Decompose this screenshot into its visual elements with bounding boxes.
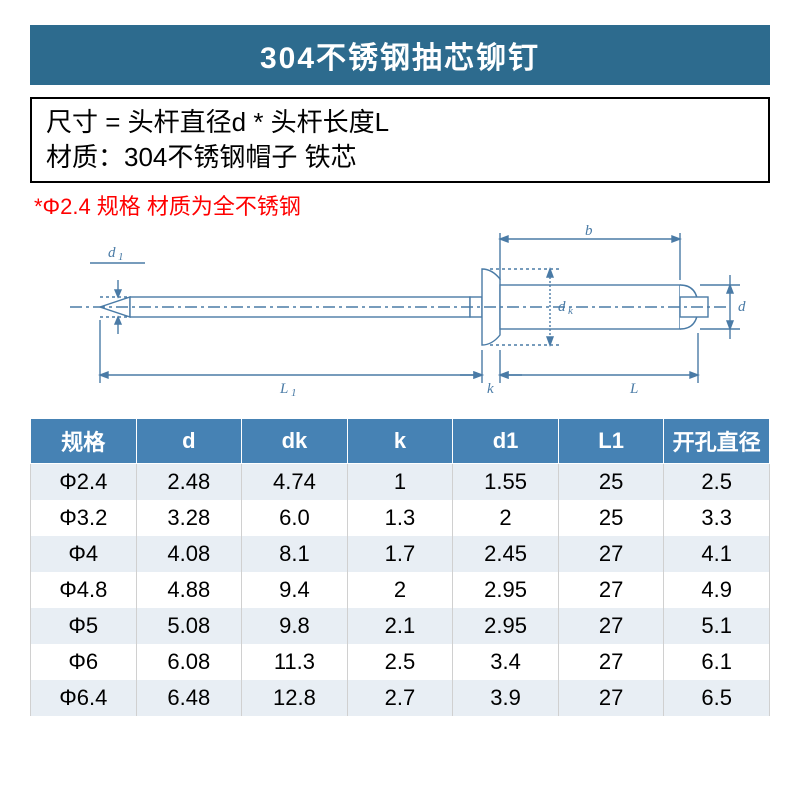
table-cell: 6.08 <box>136 644 242 680</box>
note-text: *Φ2.4 规格 材质为全不锈钢 <box>30 189 770 221</box>
table-row: Φ44.088.11.72.45274.1 <box>31 536 770 572</box>
svg-text:d: d <box>558 299 566 315</box>
table-body: Φ2.42.484.7411.55252.5Φ3.23.286.01.32253… <box>31 464 770 717</box>
table-cell: 6.1 <box>664 644 770 680</box>
table-cell: 27 <box>558 572 664 608</box>
title-bar: 304不锈钢抽芯铆钉 <box>30 25 770 85</box>
table-row: Φ66.0811.32.53.4276.1 <box>31 644 770 680</box>
col-header: dk <box>242 419 348 464</box>
table-cell: Φ6 <box>31 644 137 680</box>
table-cell: 5.08 <box>136 608 242 644</box>
page-container: 304不锈钢抽芯铆钉 尺寸 = 头杆直径d * 头杆长度L 材质：304不锈钢帽… <box>0 0 800 736</box>
table-cell: 25 <box>558 500 664 536</box>
svg-text:1: 1 <box>118 251 124 263</box>
rivet-diagram: d 1 L 1 k <box>30 225 770 400</box>
table-cell: Φ4.8 <box>31 572 137 608</box>
table-cell: 6.5 <box>664 680 770 716</box>
table-row: Φ55.089.82.12.95275.1 <box>31 608 770 644</box>
table-cell: 2 <box>453 500 559 536</box>
info-line-1: 尺寸 = 头杆直径d * 头杆长度L <box>46 105 754 140</box>
table-cell: 3.28 <box>136 500 242 536</box>
table-row: Φ4.84.889.422.95274.9 <box>31 572 770 608</box>
spec-table: 规格ddkkd1L1开孔直径 Φ2.42.484.7411.55252.5Φ3.… <box>30 418 770 716</box>
table-header: 规格ddkkd1L1开孔直径 <box>31 419 770 464</box>
table-cell: 2 <box>347 572 453 608</box>
table-cell: 11.3 <box>242 644 348 680</box>
table-cell: 2.48 <box>136 464 242 501</box>
table-cell: Φ4 <box>31 536 137 572</box>
table-cell: 8.1 <box>242 536 348 572</box>
table-cell: 4.9 <box>664 572 770 608</box>
table-cell: 6.48 <box>136 680 242 716</box>
table-cell: Φ5 <box>31 608 137 644</box>
table-cell: 3.3 <box>664 500 770 536</box>
table-row: Φ6.46.4812.82.73.9276.5 <box>31 680 770 716</box>
table-row: Φ2.42.484.7411.55252.5 <box>31 464 770 501</box>
col-header: k <box>347 419 453 464</box>
table-cell: 2.5 <box>664 464 770 501</box>
table-cell: 9.4 <box>242 572 348 608</box>
table-cell: 27 <box>558 536 664 572</box>
svg-text:L: L <box>279 381 288 397</box>
table-cell: 6.0 <box>242 500 348 536</box>
table-cell: 2.45 <box>453 536 559 572</box>
svg-text:1: 1 <box>291 387 297 399</box>
table-cell: 2.95 <box>453 608 559 644</box>
table-cell: 4.74 <box>242 464 348 501</box>
table-cell: 1 <box>347 464 453 501</box>
table-cell: 3.4 <box>453 644 559 680</box>
table-cell: 1.3 <box>347 500 453 536</box>
table-row: Φ3.23.286.01.32253.3 <box>31 500 770 536</box>
table-cell: 1.55 <box>453 464 559 501</box>
table-cell: Φ6.4 <box>31 680 137 716</box>
col-header: d <box>136 419 242 464</box>
table-cell: 2.5 <box>347 644 453 680</box>
svg-text:d: d <box>108 245 116 261</box>
info-box: 尺寸 = 头杆直径d * 头杆长度L 材质：304不锈钢帽子 铁芯 <box>30 97 770 183</box>
col-header: 规格 <box>31 419 137 464</box>
table-cell: 1.7 <box>347 536 453 572</box>
table-cell: 27 <box>558 680 664 716</box>
svg-text:k: k <box>487 381 494 397</box>
col-header: d1 <box>453 419 559 464</box>
table-cell: Φ3.2 <box>31 500 137 536</box>
table-cell: 9.8 <box>242 608 348 644</box>
table-cell: 2.7 <box>347 680 453 716</box>
col-header: 开孔直径 <box>664 419 770 464</box>
table-cell: 2.95 <box>453 572 559 608</box>
svg-text:L: L <box>629 381 638 397</box>
table-cell: 5.1 <box>664 608 770 644</box>
table-cell: 4.1 <box>664 536 770 572</box>
svg-text:b: b <box>585 225 593 239</box>
title-text: 304不锈钢抽芯铆钉 <box>260 42 540 75</box>
col-header: L1 <box>558 419 664 464</box>
svg-text:d: d <box>738 299 746 315</box>
table-cell: 2.1 <box>347 608 453 644</box>
table-cell: 4.08 <box>136 536 242 572</box>
table-cell: Φ2.4 <box>31 464 137 501</box>
table-cell: 12.8 <box>242 680 348 716</box>
table-cell: 27 <box>558 608 664 644</box>
info-line-2: 材质：304不锈钢帽子 铁芯 <box>46 140 754 175</box>
table-cell: 27 <box>558 644 664 680</box>
table-cell: 25 <box>558 464 664 501</box>
table-cell: 4.88 <box>136 572 242 608</box>
table-cell: 3.9 <box>453 680 559 716</box>
